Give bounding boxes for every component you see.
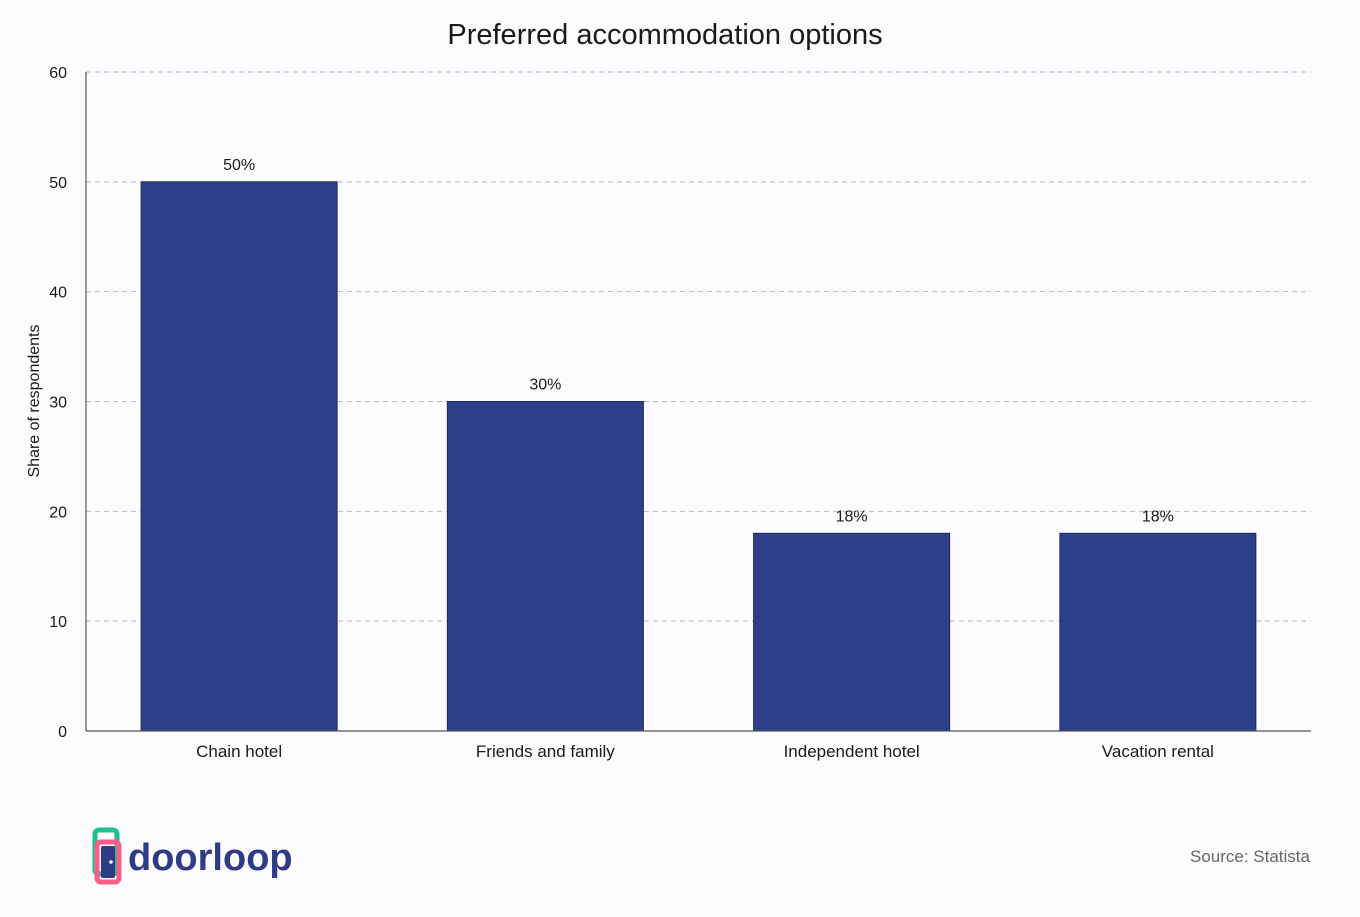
bar: [446, 401, 644, 732]
x-tick-label: Independent hotel: [784, 742, 920, 761]
data-label: 18%: [1142, 508, 1174, 525]
bar: [753, 532, 951, 732]
y-tick-label: 20: [49, 504, 67, 521]
data-labels: 50% 30% 18% 18%: [223, 157, 1174, 525]
y-axis-title: Share of respondents: [26, 325, 43, 478]
y-tick-label: 0: [58, 724, 67, 741]
y-tick-label: 60: [49, 65, 67, 82]
x-tick-labels: Chain hotel Friends and family Independent…: [196, 742, 1214, 761]
data-label: 18%: [836, 508, 868, 525]
y-tick-label: 10: [49, 614, 67, 631]
x-tick-label: Chain hotel: [196, 742, 282, 761]
bars: [140, 181, 1257, 732]
doorloop-logo: doorloop: [92, 827, 293, 885]
bar: [1059, 532, 1257, 732]
door-icon: [92, 827, 122, 885]
y-tick-label: 50: [49, 175, 67, 192]
data-label: 30%: [529, 377, 561, 394]
y-tick-labels: 0 10 20 30 40 50 60: [49, 65, 67, 741]
source-note: Source: Statista: [1190, 847, 1311, 866]
bar: [140, 181, 338, 732]
logo-wordmark: doorloop: [128, 837, 293, 879]
x-tick-label: Friends and family: [476, 742, 615, 761]
y-tick-label: 40: [49, 285, 67, 302]
x-tick-label: Vacation rental: [1102, 742, 1214, 761]
y-tick-label: 30: [49, 395, 67, 412]
data-label: 50%: [223, 157, 255, 174]
chart-title: Preferred accommodation options: [447, 19, 882, 51]
